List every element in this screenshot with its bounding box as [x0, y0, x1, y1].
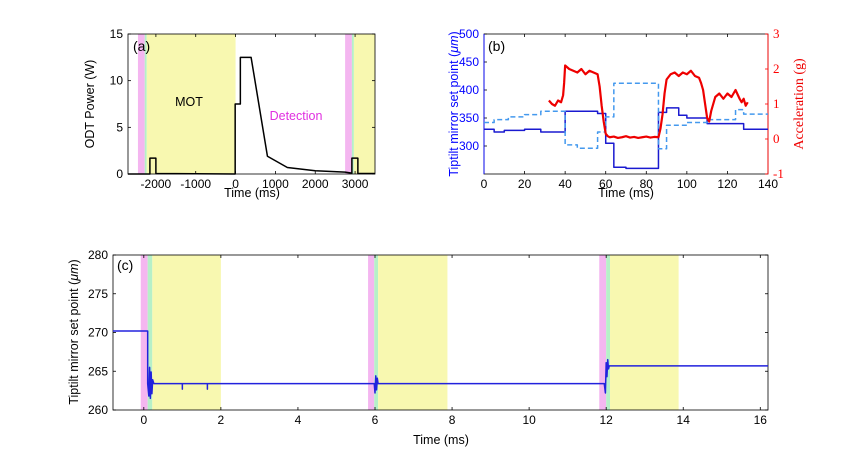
- panel-c-band-7: [606, 255, 611, 410]
- panel-a-xtick-label-4: 2000: [302, 177, 329, 191]
- panel-a-xtick-label-5: 3000: [342, 177, 369, 191]
- panel-a-xtick-label-2: 0: [232, 177, 239, 191]
- panel-a-ylabel: ODT Power (W): [83, 60, 97, 149]
- panel-b-ticks: 0 20 40 60 80 100 120 140 300 350 400 450 500 -1 0 1 2 3: [459, 26, 784, 191]
- panel-c-band-6: [599, 255, 607, 410]
- panel-c-xtick-label-0: 0: [140, 413, 147, 427]
- panel-a-series-0: [128, 56, 375, 175]
- panel-a-ytick-label-3: 15: [110, 27, 124, 41]
- panel-b-y2tick-label-2: 1: [773, 96, 780, 111]
- panel-c-series: [113, 330, 768, 400]
- panel-a-label: (a): [133, 38, 150, 54]
- panel-b-series: [484, 64, 768, 170]
- panel-c-bands: [140, 255, 679, 410]
- panel-a-xtick-label-3: 1000: [262, 177, 289, 191]
- panel-a-axes-box: [127, 33, 376, 175]
- panel-c-xlabel: Time (ms): [413, 433, 469, 447]
- panel-c: 0 2 4 6 8 10 12 14 16 260 265 270 275 280 (c) Time (m…: [67, 248, 769, 447]
- panel-b-ytick-label-0: 300: [459, 139, 479, 153]
- panel-a-ytick-label-2: 10: [110, 74, 124, 88]
- panel-c-xtick-label-3: 6: [372, 413, 379, 427]
- panel-a-annotation-mot: MOT: [175, 95, 203, 109]
- panel-b-xtick-label-0: 0: [481, 177, 488, 191]
- panel-b-y2tick-label-4: 3: [773, 26, 780, 41]
- panel-b-ytick-label-1: 350: [459, 111, 479, 125]
- panel-a-band-5: [353, 34, 375, 174]
- panel-b-label: (b): [488, 38, 505, 54]
- panel-b-xtick-label-5: 100: [677, 177, 697, 191]
- panel-c-band-5: [378, 255, 448, 410]
- panel-b-y2label: Acceleration (g): [792, 58, 807, 150]
- panel-b-axes-box: [483, 33, 769, 175]
- panel-c-ticks: 0 2 4 6 8 10 12 14 16 260 265 270 275 280: [88, 248, 768, 427]
- panel-c-band-8: [610, 255, 679, 410]
- panel-b-y2tick-label-3: 2: [773, 61, 780, 76]
- panel-a-ytick-label-1: 5: [116, 120, 123, 134]
- panel-a-band-1: [144, 34, 147, 174]
- panel-b-y2tick-label-0: -1: [773, 166, 784, 181]
- panel-a-bands: [137, 34, 375, 174]
- panel-c-ylabel-text: Tiptilt mirror set point (: [67, 280, 81, 405]
- panel-c-ylabel-unit: μm: [67, 264, 81, 282]
- panel-c-series-0: [113, 330, 768, 400]
- panel-c-ytick-label-1: 265: [88, 364, 108, 378]
- panel-c-xtick-label-7: 14: [677, 413, 691, 427]
- panel-a-series: [128, 56, 375, 175]
- panel-c-xtick-label-8: 16: [754, 413, 768, 427]
- panel-b-ytick-label-2: 400: [459, 83, 479, 97]
- panel-a-band-0: [137, 34, 145, 174]
- panel-c-ytick-label-3: 275: [88, 287, 108, 301]
- panel-a-xtick-label-1: -1000: [180, 177, 211, 191]
- panel-c-band-0: [140, 255, 148, 410]
- panel-c-xtick-label-2: 4: [295, 413, 302, 427]
- panel-b-xtick-label-7: 140: [758, 177, 778, 191]
- panel-c-xtick-label-5: 10: [522, 413, 536, 427]
- panel-c-band-2: [152, 255, 221, 410]
- panel-b-xlabel: Time (ms): [598, 186, 654, 200]
- panel-b-series-0: [484, 107, 768, 170]
- panel-a-ytick-label-0: 0: [116, 167, 123, 181]
- panel-b-ytick-label-3: 450: [459, 55, 479, 69]
- panel-b-ylabel: Tiptilt mirror set point (μm): [447, 31, 461, 176]
- panel-b-ylabel-close: ): [447, 31, 461, 35]
- panel-b-xtick-label-3: 60: [599, 177, 613, 191]
- panel-c-xtick-label-1: 2: [218, 413, 225, 427]
- panel-a-xlabel: Time (ms): [224, 186, 280, 200]
- panel-b-series-2: [548, 64, 749, 140]
- panel-a-band-3: [345, 34, 352, 174]
- panel-b-y2tick-label-1: 0: [773, 131, 780, 146]
- panel-b-ytick-label-4: 500: [459, 27, 479, 41]
- panel-c-ytick-label-4: 280: [88, 248, 108, 262]
- panel-b-ylabel-text: Tiptilt mirror set point (: [447, 52, 461, 177]
- panel-a-ticks: -2000 -1000 0 1000 2000 3000 0 5 10 15: [110, 27, 375, 191]
- panel-c-band-4: [374, 255, 379, 410]
- panel-b-xtick-label-4: 80: [640, 177, 654, 191]
- panel-a-annotation-detection: Detection: [270, 109, 323, 123]
- panel-a-band-2: [146, 34, 236, 174]
- panel-a-xtick-label-0: -2000: [141, 177, 172, 191]
- panel-b: 0 20 40 60 80 100 120 140300350400450500-10123 …: [447, 26, 807, 200]
- panel-c-band-1: [147, 255, 153, 410]
- panel-c-xtick-label-6: 12: [599, 413, 613, 427]
- panel-c-ylabel-close: ): [67, 259, 81, 263]
- panel-c-xtick-label-4: 8: [449, 413, 456, 427]
- panel-b-xtick-label-6: 120: [717, 177, 737, 191]
- panel-b-xtick-label-2: 40: [558, 177, 572, 191]
- panel-b-ylabel-unit: μm: [447, 36, 461, 54]
- panel-c-ytick-label-0: 260: [88, 403, 108, 417]
- panel-b-xtick-label-1: 20: [518, 177, 532, 191]
- panel-a-band-4: [351, 34, 354, 174]
- panel-b-series-1: [484, 82, 768, 150]
- panel-c-ylabel: Tiptilt mirror set point (μm): [67, 259, 81, 404]
- panel-c-band-3: [368, 255, 375, 410]
- panel-a: -2000 -1000 0 1000 2000 3000 0 5 10 15 MOT Detect…: [83, 27, 376, 200]
- panel-c-label: (c): [117, 257, 133, 273]
- panel-c-ytick-label-2: 270: [88, 326, 108, 340]
